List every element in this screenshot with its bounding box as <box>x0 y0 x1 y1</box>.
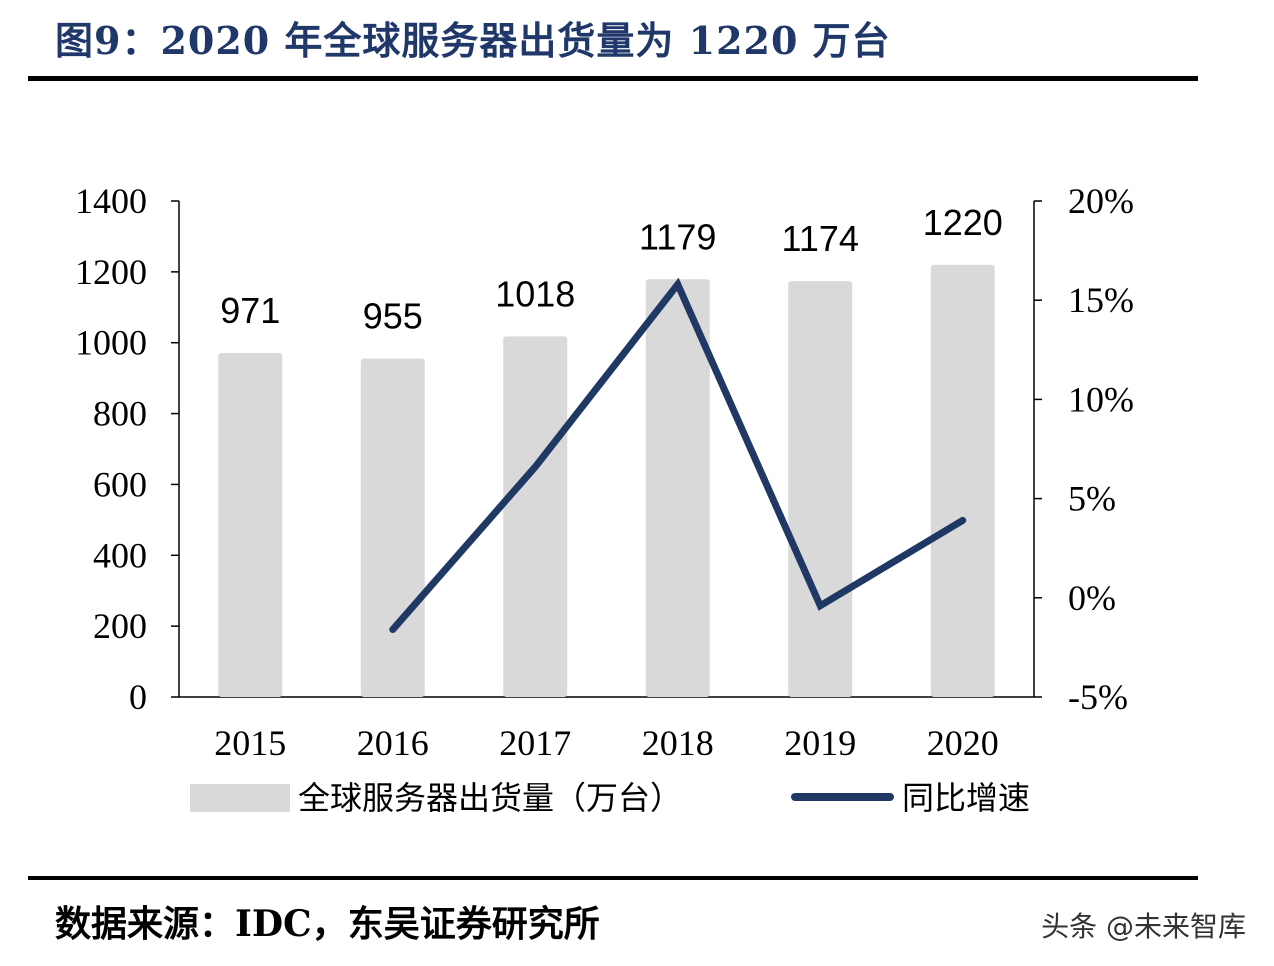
right-tick-label: 5% <box>1068 479 1116 519</box>
data-label: 1179 <box>639 216 716 257</box>
x-tick-label: 2018 <box>642 723 714 763</box>
right-tick-label: 0% <box>1068 578 1116 618</box>
growth-line <box>389 277 967 634</box>
left-tick-label: 0 <box>129 677 147 717</box>
right-tick-label: 10% <box>1068 379 1134 419</box>
left-tick-label: 400 <box>93 535 147 575</box>
legend-label-line: 同比增速 <box>902 779 1030 817</box>
x-tick-label: 2016 <box>357 723 429 763</box>
left-tick-label: 1200 <box>75 252 147 292</box>
bar <box>645 279 710 697</box>
legend-swatch-bar <box>190 784 290 812</box>
right-tick-label: 15% <box>1068 280 1134 320</box>
left-tick-label: 600 <box>93 464 147 504</box>
data-label: 955 <box>363 296 423 337</box>
data-label: 1018 <box>495 273 575 314</box>
top-rule <box>28 76 1198 81</box>
data-label: 971 <box>220 290 280 331</box>
left-tick-label: 800 <box>93 394 147 434</box>
watermark: 头条 @未来智库 <box>1041 910 1246 943</box>
bar <box>360 358 425 697</box>
bar <box>503 336 568 697</box>
source-note: 数据来源：IDC，东吴证券研究所 <box>55 903 600 945</box>
x-tick-label: 2019 <box>784 723 856 763</box>
left-tick-label: 1000 <box>75 323 147 363</box>
right-tick-label: -5% <box>1068 677 1128 717</box>
bar <box>788 281 853 697</box>
bar <box>218 352 283 697</box>
data-label: 1174 <box>782 218 859 259</box>
right-tick-label: 20% <box>1068 181 1134 221</box>
chart-title: 图9：2020 年全球服务器出货量为 1220 万台 <box>55 18 891 63</box>
bottom-rule <box>28 876 1198 880</box>
x-tick-label: 2017 <box>499 723 571 763</box>
bar <box>930 264 995 697</box>
legend-label-bar: 全球服务器出货量（万台） <box>298 779 682 817</box>
data-label: 1220 <box>923 202 1003 243</box>
left-tick-label: 1400 <box>75 181 147 221</box>
left-tick-label: 200 <box>93 606 147 646</box>
x-tick-label: 2020 <box>927 723 999 763</box>
x-tick-label: 2015 <box>214 723 286 763</box>
